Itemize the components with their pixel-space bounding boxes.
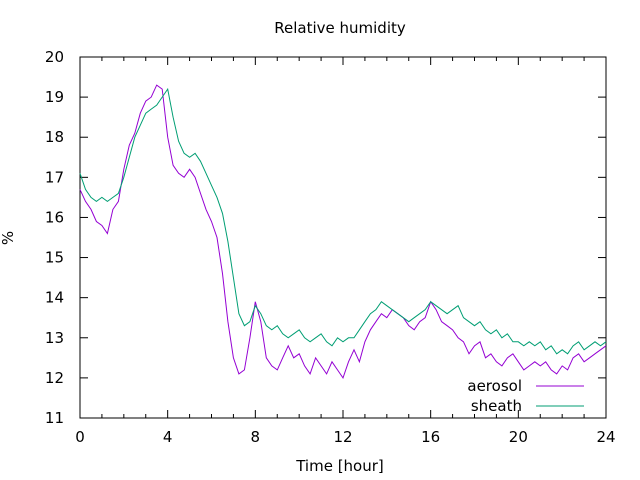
- y-tick-label: 13: [45, 329, 64, 347]
- legend: aerosol sheath: [467, 377, 584, 415]
- y-tick-label: 16: [45, 208, 64, 226]
- series-line-aerosol: [79, 84, 607, 380]
- x-tick-label: 16: [421, 428, 440, 446]
- legend-label-aerosol: aerosol: [467, 377, 522, 395]
- y-tick-label: 17: [45, 168, 64, 186]
- series-line-sheath: [79, 87, 607, 355]
- y-tick-label: 14: [45, 289, 64, 307]
- y-tick-label: 18: [45, 128, 64, 146]
- x-tick-label: 0: [75, 428, 85, 446]
- chart-title: Relative humidity: [274, 19, 406, 37]
- plot-frame: [79, 56, 607, 419]
- x-tick-label: 4: [163, 428, 173, 446]
- x-axis-label: Time [hour]: [295, 457, 384, 475]
- x-tick-label: 12: [333, 428, 352, 446]
- x-tick-label: 20: [509, 428, 528, 446]
- y-tick-label: 20: [45, 48, 64, 66]
- legend-label-sheath: sheath: [471, 397, 522, 415]
- x-tick-label: 8: [251, 428, 261, 446]
- y-tick-label: 12: [45, 369, 64, 387]
- x-tick-label: 24: [596, 428, 615, 446]
- y-axis-label: %: [0, 231, 17, 245]
- y-tick-label: 19: [45, 88, 64, 106]
- y-tick-label: 11: [45, 409, 64, 427]
- y-tick-label: 15: [45, 249, 64, 267]
